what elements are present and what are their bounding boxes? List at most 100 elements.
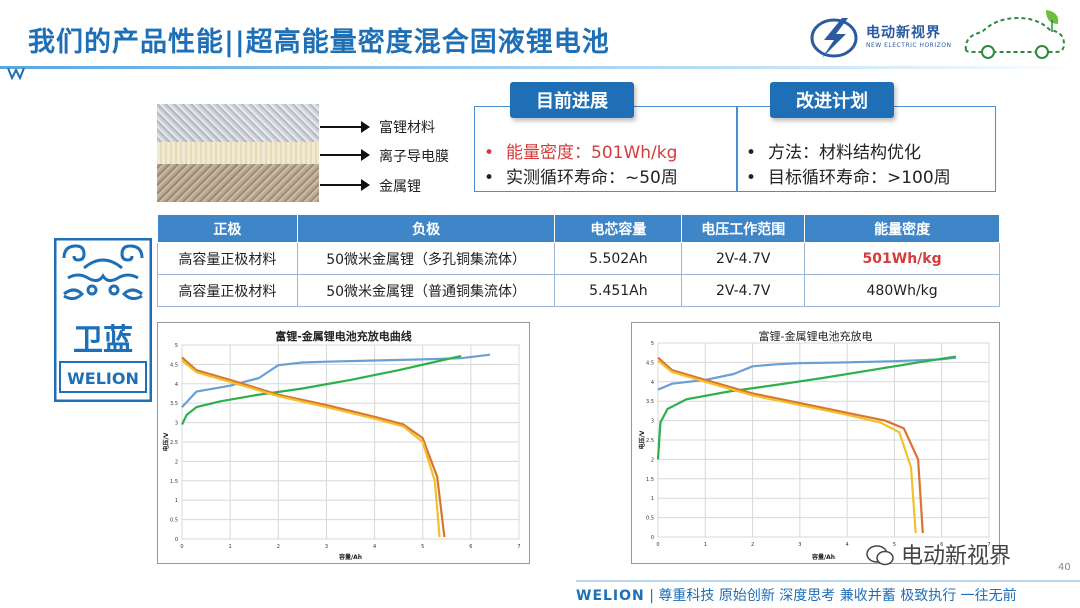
series-line-3 <box>657 359 917 534</box>
y-tick-label: 2 <box>175 459 178 465</box>
y-axis-label: 电压/V <box>162 432 170 451</box>
table-cell: 高容量正极材料 <box>157 274 298 307</box>
x-tick-label: 5 <box>421 544 424 550</box>
footer-divider <box>576 580 1080 582</box>
wave-mark-icon <box>7 67 25 81</box>
y-tick-label: 1 <box>175 498 178 504</box>
y-tick-label: 1.5 <box>646 477 654 483</box>
y-tick-label: 4.5 <box>170 362 178 368</box>
y-tick-label: 4.5 <box>646 360 654 366</box>
cell-layer-diagram <box>157 104 319 202</box>
plan-item: • 目标循环寿命：>100周 <box>746 168 951 188</box>
x-tick-label: 1 <box>704 542 707 548</box>
brand-logo: 电动新视界 NEW ELECTRIC HORIZON <box>808 14 956 60</box>
x-tick-label: 2 <box>277 544 280 550</box>
slide-title: 我们的产品性能||超高能量密度混合固液锂电池 <box>28 27 610 58</box>
x-tick-label: 6 <box>469 544 472 550</box>
x-tick-label: 0 <box>180 544 183 550</box>
arrow-icon <box>320 149 370 161</box>
welion-logo: 卫蓝 WELION <box>54 238 152 402</box>
table-cell: 501Wh/kg <box>804 242 1000 275</box>
y-tick-label: 3 <box>651 419 654 425</box>
plan-divider <box>736 106 738 192</box>
chart-left: 富锂-金属锂电池充放电曲线 0 1 2 3 4 5 6 7 0 0.5 1 1.5 2 2.5 3 3.5 4 4… <box>157 322 530 564</box>
table-cell: 高容量正极材料 <box>157 242 298 275</box>
ion-membrane-layer <box>157 142 319 164</box>
chart-title: 富锂-金属锂电池充放电 <box>758 330 873 343</box>
chart-plot: 0 1 2 3 4 5 6 7 0 0.5 1 1.5 2 2.5 3 3.5 4 4.5 5 容量/Ah 电压/V <box>162 343 521 561</box>
y-tick-label: 5 <box>651 341 654 347</box>
table-header: 电芯容量 <box>554 214 683 243</box>
y-tick-label: 3 <box>175 421 178 427</box>
series-line-0 <box>657 356 957 391</box>
wechat-icon <box>866 545 894 566</box>
chart-plot: 0 1 2 3 4 5 6 7 0 0.5 1 1.5 2 2.5 3 3.5 4 4.5 5 容量/Ah 电压/V <box>638 341 991 561</box>
plan-item: • 方法：材料结构优化 <box>746 143 921 163</box>
x-tick-label: 7 <box>517 544 520 550</box>
x-tick-label: 2 <box>751 542 754 548</box>
x-tick-label: 4 <box>373 544 376 550</box>
series-line-1 <box>181 354 462 425</box>
series-line-3 <box>181 359 441 538</box>
title-underline <box>0 66 1080 69</box>
y-tick-label: 2.5 <box>646 438 654 444</box>
y-tick-label: 4 <box>651 380 654 386</box>
rich-lithium-layer <box>157 104 319 142</box>
x-tick-label: 3 <box>325 544 328 550</box>
brand-name: 电动新视界 <box>866 25 941 41</box>
x-tick-label: 6 <box>940 542 943 548</box>
eco-car-icon <box>964 10 1066 59</box>
chart-title: 富锂-金属锂电池充放电曲线 <box>275 330 412 343</box>
y-tick-label: 1 <box>651 496 654 502</box>
chart-right: 富锂-金属锂电池充放电 0 1 2 3 4 5 6 7 0 0.5 1 1.5 2 2.5 3 3.5 4 4.5… <box>631 322 1000 564</box>
table-header-row: 正极 负极 电芯容量 电压工作范围 能量密度 <box>157 214 1000 243</box>
y-tick-label: 2 <box>651 457 654 463</box>
watermark-text: 电动新视界 <box>866 538 1011 570</box>
table-header: 能量密度 <box>804 214 1000 243</box>
brand-subtitle: NEW ELECTRIC HORIZON <box>866 42 952 49</box>
y-tick-label: 0.5 <box>646 516 654 522</box>
layer-label: 金属锂 <box>379 179 421 195</box>
x-axis-label: 容量/Ah <box>338 553 362 561</box>
footer-slogan: 尊重科技 原始创新 深度思考 兼收并蓄 极致执行 一往无前 <box>658 588 1017 604</box>
table-row: 高容量正极材料 50微米金属锂（普通铜集流体） 5.451Ah 2V-4.7V … <box>157 274 1000 307</box>
series-line-2 <box>181 356 446 538</box>
y-tick-label: 4 <box>175 382 178 388</box>
table-cell: 50微米金属锂（多孔铜集流体） <box>296 242 556 275</box>
table-cell: 5.451Ah <box>554 274 683 307</box>
series-line-0 <box>181 353 491 408</box>
table-cell: 2V-4.7V <box>681 242 806 275</box>
table-cell: 2V-4.7V <box>681 274 806 307</box>
x-axis-label: 容量/Ah <box>811 553 835 561</box>
layer-label: 离子导电膜 <box>379 149 449 165</box>
progress-tag: 目前进展 <box>510 82 634 118</box>
plan-tag: 改进计划 <box>770 82 894 118</box>
progress-item: • 实测循环寿命：~50周 <box>484 168 678 188</box>
table-cell: 480Wh/kg <box>804 274 1000 307</box>
table-cell: 5.502Ah <box>554 242 683 275</box>
table-cell: 50微米金属锂（普通铜集流体） <box>296 274 556 307</box>
cloud-pattern-icon <box>62 244 144 301</box>
x-tick-label: 3 <box>798 542 801 548</box>
arrow-icon <box>320 121 370 133</box>
y-tick-label: 2.5 <box>170 440 178 446</box>
y-tick-label: 0 <box>175 537 178 543</box>
progress-item: • 能量密度：501Wh/kg <box>484 143 678 163</box>
x-tick-label: 4 <box>846 542 849 548</box>
x-tick-label: 1 <box>229 544 232 550</box>
x-tick-label: 0 <box>656 542 659 548</box>
y-tick-label: 0.5 <box>170 518 178 524</box>
table-row: 高容量正极材料 50微米金属锂（多孔铜集流体） 5.502Ah 2V-4.7V … <box>157 242 1000 275</box>
y-tick-label: 3.5 <box>170 401 178 407</box>
welion-en: WELION <box>67 369 139 388</box>
page-number: 40 <box>1058 562 1071 573</box>
y-tick-label: 3.5 <box>646 399 654 405</box>
series-line-1 <box>656 355 957 460</box>
y-tick-label: 0 <box>651 535 654 541</box>
lightning-logo-icon <box>810 18 858 58</box>
table-header: 电压工作范围 <box>681 214 806 243</box>
table-header: 正极 <box>157 214 298 243</box>
footer-brand: WELION <box>576 588 645 604</box>
layer-label: 富锂材料 <box>379 120 435 136</box>
metal-lithium-layer <box>157 164 319 202</box>
